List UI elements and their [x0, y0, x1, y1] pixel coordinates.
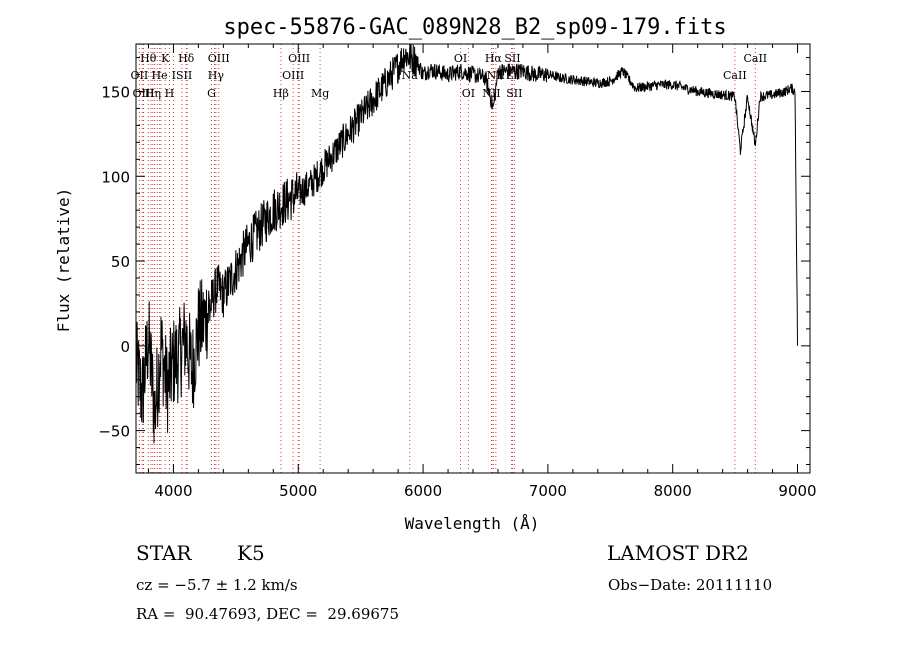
line-markers [135, 44, 756, 473]
line-label: OIII [208, 52, 230, 65]
line-label: Hγ [208, 69, 225, 82]
line-label: H [165, 87, 175, 100]
line-label: OIII [282, 69, 304, 82]
line-label: NII [487, 69, 505, 82]
x-axis-label: Wavelength (Å) [405, 514, 540, 533]
line-label: ISII [172, 69, 193, 82]
object-class: STAR [136, 541, 192, 565]
y-tick-label: 50 [111, 253, 130, 271]
line-label: OI [454, 52, 467, 65]
y-axis-label: Flux (relative) [54, 188, 73, 333]
line-label: OII [131, 69, 149, 82]
line-label: Hα [485, 52, 503, 65]
y-tick-label: −50 [98, 423, 130, 441]
plot-axes: 4000 5000 6000 7000 8000 9000 −50 0 50 100 150 [98, 43, 817, 500]
obs-date: Obs−Date: 20111110 [608, 576, 773, 594]
object-subclass: K5 [237, 541, 265, 565]
line-label: Hδ [178, 52, 195, 65]
y-tick-label: 0 [120, 338, 130, 356]
x-tick-label: 8000 [654, 482, 692, 500]
line-label: CaII [743, 52, 767, 65]
line-label: NII [482, 87, 500, 100]
line-label: Hη [145, 87, 161, 100]
x-tick-label: 5000 [279, 482, 317, 500]
y-tick-label: 100 [101, 168, 130, 186]
line-label: Mg [311, 87, 329, 100]
line-label: Na [402, 69, 419, 82]
line-label: K [161, 52, 170, 65]
line-label: CaII [723, 69, 747, 82]
line-label: Hβ [273, 87, 289, 100]
coordinates: RA = 90.47693, DEC = 29.69675 [136, 605, 400, 623]
line-label: OIII [288, 52, 310, 65]
x-tick-label: 7000 [529, 482, 567, 500]
y-tick-label: 150 [101, 83, 130, 101]
line-label: OI [462, 87, 475, 100]
redshift-readout: cz = −5.7 ± 1.2 km/s [136, 576, 298, 594]
line-label: G [207, 87, 216, 100]
x-tick-label: 4000 [154, 482, 192, 500]
spectrum-line [135, 43, 798, 444]
spectrum-series [135, 43, 798, 444]
x-tick-label: 6000 [404, 482, 442, 500]
line-label: He [152, 69, 168, 82]
line-label: SII [506, 87, 522, 100]
line-label: Li [506, 69, 517, 82]
survey-name: LAMOST DR2 [607, 541, 749, 565]
line-label: Hθ [140, 52, 157, 65]
line-label: OIII [132, 87, 154, 100]
chart-title: spec-55876-GAC_089N28_B2_sp09-179.fits [223, 15, 726, 40]
line-label: SII [504, 52, 520, 65]
x-tick-label: 9000 [778, 482, 816, 500]
